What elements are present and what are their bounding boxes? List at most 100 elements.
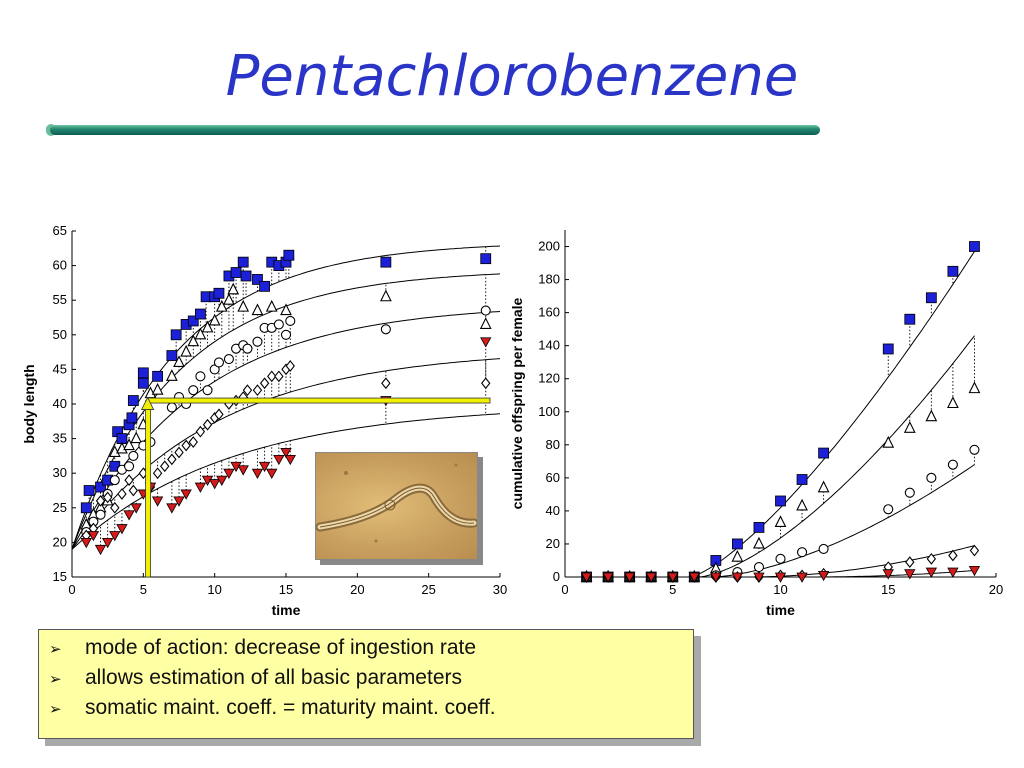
y-tick-label: 65	[53, 223, 67, 238]
diamond-marker	[274, 370, 284, 383]
triangle-marker	[947, 396, 959, 409]
red-triangle-marker	[216, 475, 228, 486]
square-marker	[237, 256, 249, 268]
diamond-marker	[252, 384, 263, 397]
red-triangle-marker	[284, 454, 296, 466]
diamond-marker	[267, 370, 277, 383]
circle-marker	[775, 553, 786, 564]
red-triangle-marker	[151, 496, 164, 507]
x-tick-label: 20	[350, 582, 364, 597]
diamond-marker	[202, 418, 213, 431]
x-tick-label: 5	[140, 582, 147, 597]
triangle-marker	[479, 317, 492, 329]
red-triangle-marker	[237, 465, 249, 476]
x-axis-label: time	[766, 602, 795, 618]
square-marker	[80, 502, 92, 514]
y-tick-label: 160	[538, 305, 560, 320]
y-tick-label: 140	[538, 338, 560, 353]
horizontal-guide-line	[147, 397, 491, 404]
bullet-text: allows estimation of all basic parameter…	[85, 666, 462, 689]
square-marker	[947, 265, 959, 277]
square-marker	[170, 329, 182, 341]
square-marker	[283, 249, 295, 261]
square-marker	[240, 270, 252, 282]
circle-marker	[796, 547, 808, 558]
bullet-box: ➢ mode of action: decrease of ingestion r…	[38, 629, 694, 739]
diamond-marker	[195, 425, 206, 438]
triangle-marker	[796, 498, 808, 511]
x-tick-label: 5	[669, 582, 676, 597]
red-triangle-marker	[968, 565, 981, 577]
red-triangle-marker	[223, 468, 235, 480]
triangle-marker	[817, 480, 830, 493]
red-triangle-marker	[947, 567, 959, 578]
square-marker	[230, 267, 242, 278]
x-tick-label: 10	[773, 582, 787, 597]
red-triangle-marker	[710, 572, 722, 583]
circle-marker	[252, 336, 263, 347]
arrow-bullet-icon: ➢	[49, 701, 62, 718]
y-tick-label: 35	[53, 431, 67, 446]
square-marker	[83, 485, 95, 496]
triangle-marker	[173, 355, 185, 368]
triangle-marker	[123, 438, 135, 451]
square-marker	[166, 350, 178, 361]
circle-marker	[195, 371, 206, 382]
diamond-marker	[285, 360, 295, 372]
square-marker	[259, 280, 271, 292]
y-tick-label: 60	[546, 470, 560, 485]
x-tick-label: 10	[207, 582, 221, 597]
triangle-marker	[151, 382, 164, 395]
circle-marker	[95, 509, 106, 520]
y-tick-label: 40	[546, 503, 560, 518]
diamond-marker	[152, 467, 163, 480]
square-marker	[127, 395, 139, 406]
square-marker	[95, 481, 106, 493]
red-triangle-marker	[817, 570, 830, 582]
square-marker	[380, 256, 392, 268]
diamond-marker	[481, 377, 491, 390]
triangle-marker	[201, 320, 214, 333]
square-marker	[213, 287, 225, 299]
square-marker	[882, 343, 894, 355]
triangle-marker	[237, 299, 250, 312]
body-length-chart: 0 5 10 15 20 25 30 15 20 25 30 35 40 45 50 55 60 65 time bo…	[21, 223, 507, 618]
x-tick-label: 0	[68, 582, 75, 597]
square-marker	[152, 370, 164, 382]
red-triangle-marker	[602, 572, 614, 583]
y-tick-label: 200	[538, 239, 560, 254]
y-tick-label: 15	[53, 569, 67, 584]
red-triangle-marker	[258, 461, 271, 473]
triangle-marker	[215, 299, 228, 312]
circle-marker	[124, 461, 135, 472]
circle-marker	[818, 543, 829, 554]
diamond-marker	[905, 556, 915, 569]
circle-marker	[480, 305, 491, 316]
guide-arrow-head	[140, 396, 155, 410]
y-tick-label: 20	[546, 536, 560, 551]
red-triangle-marker	[80, 538, 92, 549]
triangle-marker	[280, 303, 292, 316]
circle-marker	[242, 343, 253, 354]
circle-marker	[188, 385, 199, 396]
title-underline-bar	[50, 125, 820, 135]
circle-marker	[166, 402, 177, 413]
triangle-marker	[208, 313, 221, 326]
diamond-marker	[188, 436, 198, 448]
triangle-marker	[165, 369, 178, 381]
circle-marker	[947, 459, 958, 470]
square-marker	[925, 292, 937, 304]
red-triangle-marker	[731, 572, 744, 583]
y-tick-label: 100	[538, 404, 560, 419]
arrow-bullet-icon: ➢	[49, 671, 62, 688]
circle-marker	[273, 319, 284, 330]
red-triangle-marker	[753, 572, 765, 583]
diamond-marker	[174, 446, 184, 459]
triangle-marker	[194, 327, 207, 340]
diamond-marker	[102, 491, 113, 504]
red-triangle-marker	[480, 337, 492, 348]
circle-marker	[202, 385, 213, 396]
triangle-marker	[187, 334, 200, 347]
triangle-marker	[925, 409, 938, 422]
triangle-marker	[130, 431, 143, 444]
